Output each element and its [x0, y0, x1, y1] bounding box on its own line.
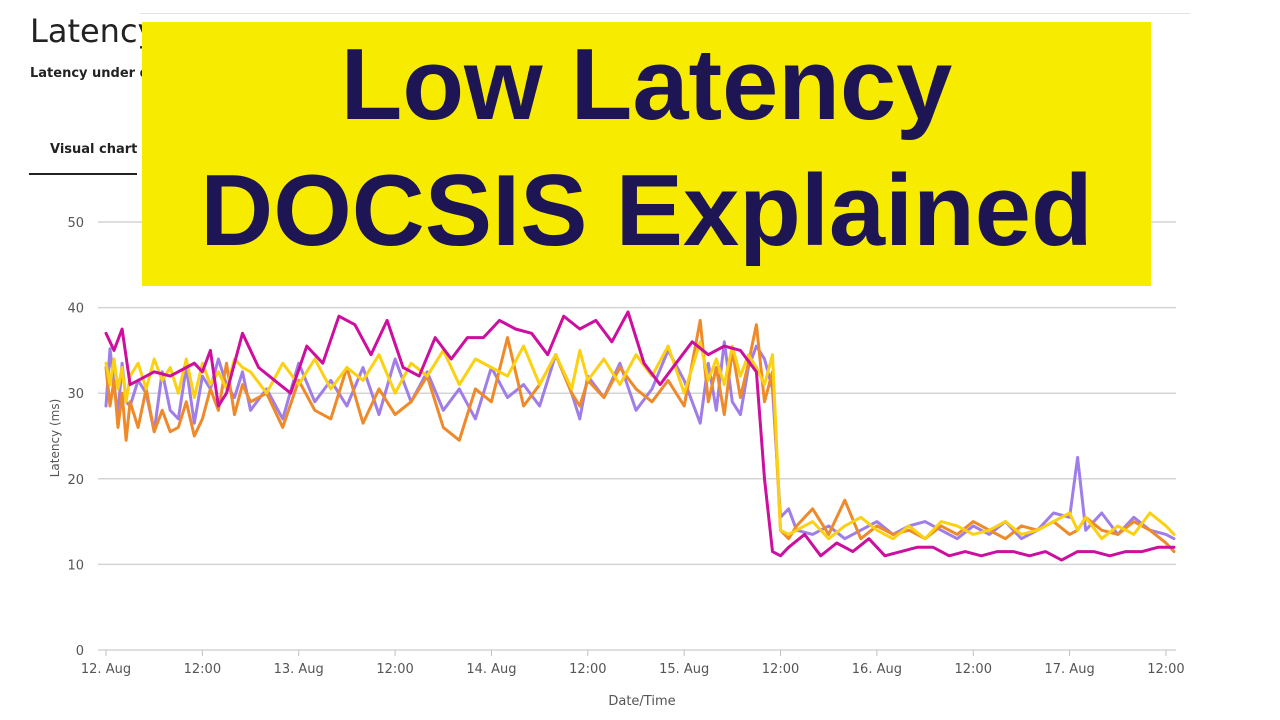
x-tick-label: 12. Aug [81, 662, 131, 677]
x-tick-label: 12:00 [955, 662, 992, 677]
title-banner: Low Latency DOCSIS Explained [142, 22, 1151, 286]
y-tick-label: 40 [67, 302, 84, 317]
chart-labels: 0 10 20 30 40 50 12. Aug 12:00 13. Aug 12:00 14. A… [67, 216, 1184, 677]
series-line-2 [104, 318, 1176, 554]
series-line-1 [104, 340, 1176, 541]
x-tick-label: 12:00 [184, 662, 221, 677]
y-tick-label: 10 [67, 558, 84, 573]
series-line-4 [104, 310, 1176, 562]
y-tick-label: 20 [67, 473, 84, 488]
tab-visual-chart[interactable]: Visual chart [29, 138, 137, 175]
y-tick-label: 30 [67, 387, 84, 402]
series-line-3 [104, 340, 1176, 541]
banner-line-2: DOCSIS Explained [200, 155, 1093, 267]
banner-line-1: Low Latency [340, 29, 953, 141]
x-axis-title: Date/Time [608, 694, 675, 709]
y-axis-title: Latency (ms) [48, 399, 62, 478]
x-tick-label: 17. Aug [1045, 662, 1095, 677]
chart-gridlines [98, 221, 1176, 656]
x-tick-label: 12:00 [1147, 662, 1184, 677]
x-tick-label: 15. Aug [659, 662, 709, 677]
x-tick-label: 12:00 [569, 662, 606, 677]
x-tick-label: 16. Aug [852, 662, 902, 677]
x-tick-label: 12:00 [762, 662, 799, 677]
page-title: Latency [30, 12, 157, 50]
top-divider [140, 13, 1190, 14]
y-tick-label: 50 [67, 216, 84, 231]
chart-series [104, 310, 1176, 562]
tab-active-indicator [29, 173, 137, 175]
tab-visual-chart-label: Visual chart [50, 142, 138, 157]
x-tick-label: 14. Aug [466, 662, 516, 677]
x-tick-label: 12:00 [376, 662, 413, 677]
y-tick-label: 0 [76, 644, 84, 659]
x-tick-label: 13. Aug [274, 662, 324, 677]
page-subtitle: Latency under d [30, 66, 149, 81]
